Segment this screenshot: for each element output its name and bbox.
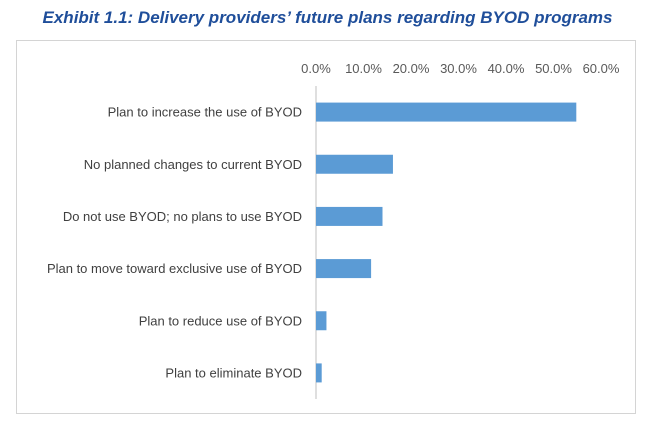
category-label: Plan to increase the use of BYOD [108,105,302,120]
x-tick-label: 0.0% [301,61,331,76]
x-tick-label: 10.0% [345,61,382,76]
bar [316,259,372,279]
bar [316,311,327,331]
x-tick-label: 60.0% [583,61,620,76]
bar [316,102,577,122]
bar [316,154,393,174]
x-tick-label: 50.0% [535,61,572,76]
bar [316,206,383,226]
category-label: Plan to move toward exclusive use of BYO… [47,261,302,276]
category-label: Plan to eliminate BYOD [165,365,302,380]
x-tick-label: 20.0% [393,61,430,76]
x-tick-label: 30.0% [440,61,477,76]
category-label: Plan to reduce use of BYOD [139,313,302,328]
chart-title: Exhibit 1.1: Delivery providers’ future … [42,8,613,27]
category-label: Do not use BYOD; no plans to use BYOD [63,209,302,224]
category-label: No planned changes to current BYOD [84,157,302,172]
x-tick-label: 40.0% [488,61,525,76]
bar [316,363,322,383]
chart-frame [16,40,636,414]
